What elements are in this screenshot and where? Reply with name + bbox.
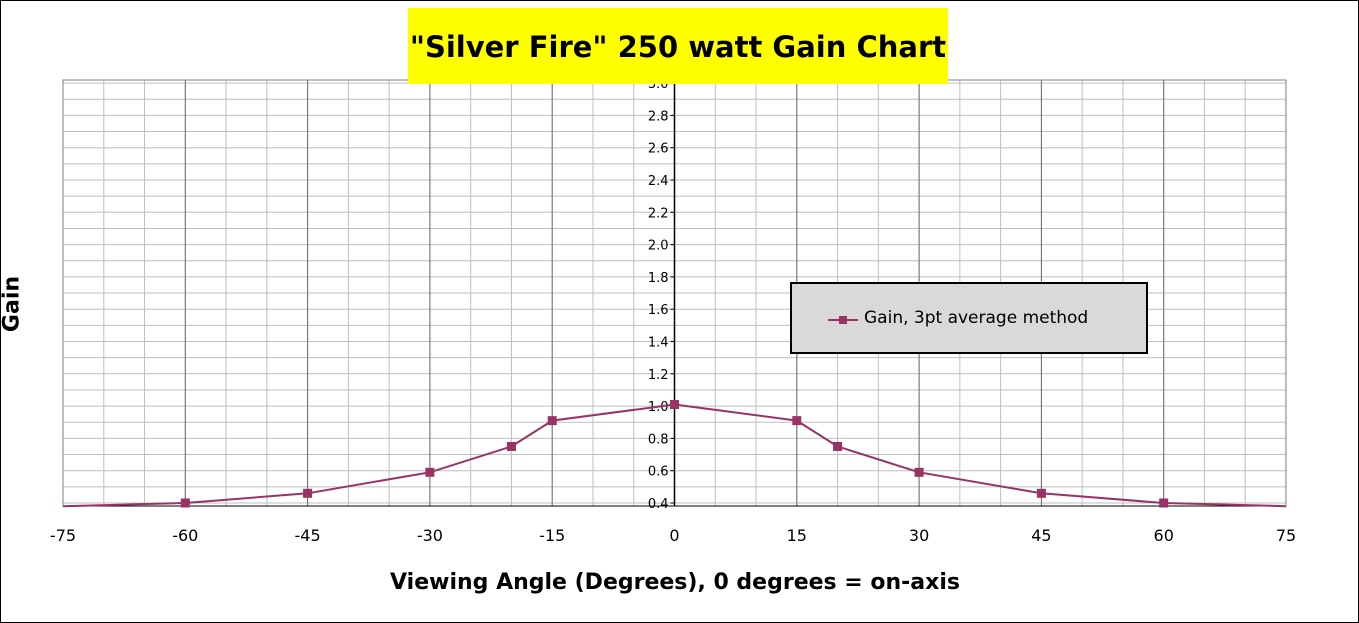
x-tick-label: -60	[172, 526, 198, 545]
data-point-marker	[1159, 498, 1169, 508]
x-tick-label: 45	[1031, 526, 1051, 545]
data-point-marker	[547, 416, 557, 426]
data-point-marker	[303, 488, 313, 498]
x-tick-label: 15	[787, 526, 807, 545]
x-tick-label: 30	[909, 526, 929, 545]
y-tick-label: 1.2	[648, 368, 669, 383]
data-point-marker	[670, 399, 679, 409]
data-point-marker	[1036, 488, 1046, 498]
y-tick-label: 1.8	[648, 271, 669, 286]
legend: Gain, 3pt average method	[790, 282, 1148, 354]
x-tick-label: -30	[417, 526, 443, 545]
y-tick-label: 1.6	[648, 303, 669, 318]
x-tick-label: -75	[50, 526, 76, 545]
legend-label: Gain, 3pt average method	[864, 308, 1089, 328]
data-point-marker	[180, 498, 190, 508]
data-point-marker	[792, 416, 802, 426]
y-axis-label: Gain	[0, 275, 25, 333]
data-point-marker	[506, 441, 516, 451]
y-tick-label: 1.4	[648, 336, 669, 351]
y-tick-label: 2.2	[648, 206, 669, 221]
data-point-marker	[833, 441, 843, 451]
x-axis-label: Viewing Angle (Degrees), 0 degrees = on-…	[390, 570, 960, 595]
data-point-marker	[914, 467, 924, 477]
x-tick-label: -45	[295, 526, 321, 545]
y-tick-label: 2.8	[648, 109, 669, 124]
x-tick-label: 60	[1154, 526, 1174, 545]
y-tick-label: 0.4	[648, 497, 669, 512]
y-tick-label: 0.8	[648, 432, 669, 447]
y-tick-label: 0.6	[648, 465, 669, 480]
x-tick-label: 75	[1276, 526, 1296, 545]
y-tick-label: 2.6	[648, 142, 669, 157]
chart-title-box: "Silver Fire" 250 watt Gain Chart	[408, 8, 948, 84]
x-tick-label: -15	[539, 526, 565, 545]
y-tick-label: 2.0	[648, 239, 669, 254]
y-tick-label: 2.4	[648, 174, 669, 189]
chart-title: "Silver Fire" 250 watt Gain Chart	[409, 30, 947, 64]
legend-square-marker-icon	[839, 316, 847, 324]
x-tick-label: 0	[669, 526, 679, 545]
data-point-marker	[425, 467, 435, 477]
